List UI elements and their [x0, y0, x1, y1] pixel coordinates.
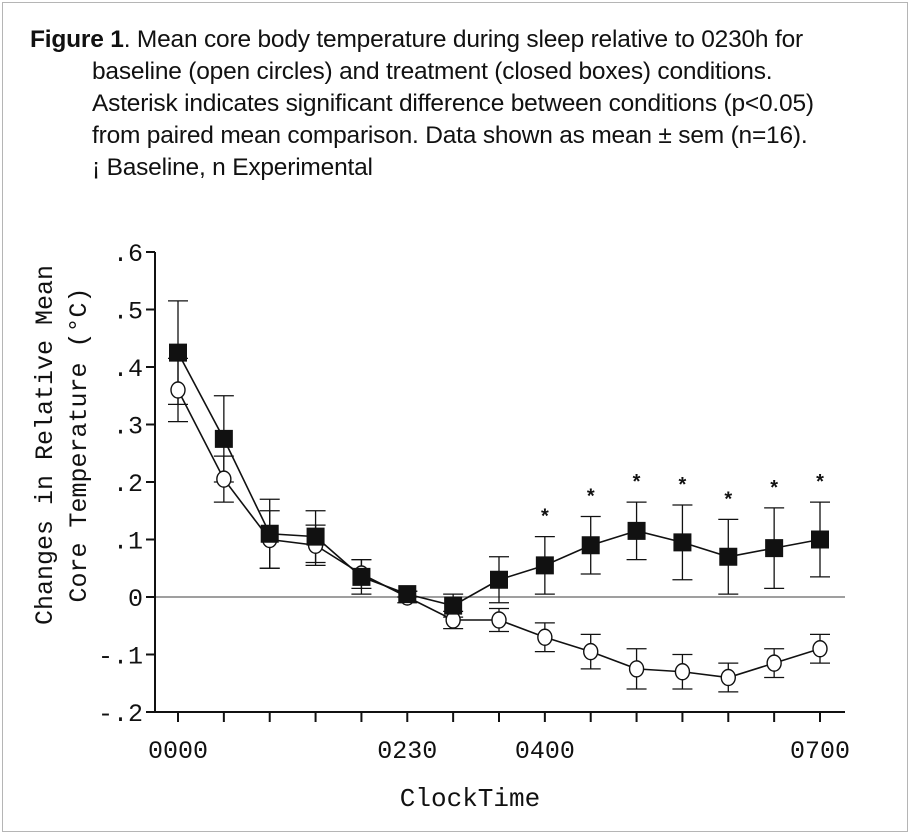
y-tick-label: -.2: [98, 700, 143, 729]
significance-asterisk: *: [541, 506, 549, 528]
baseline-point: [216, 470, 232, 488]
baseline-point: [674, 663, 691, 681]
caption-line-3: Asterisk indicates significant differenc…: [92, 90, 814, 117]
experimental-point: [398, 585, 417, 604]
experimental-point: [673, 533, 692, 552]
experimental-point: [581, 536, 600, 555]
y-tick-label: .6: [113, 240, 143, 269]
experimental-point: [490, 570, 508, 589]
significance-asterisk: *: [770, 477, 778, 499]
baseline-point: [170, 381, 186, 399]
significance-asterisk: *: [587, 486, 595, 508]
experimental-point: [444, 596, 463, 615]
x-tick-label: 0000: [148, 737, 208, 766]
caption-line-2: baseline (open circles) and treatment (c…: [92, 58, 773, 85]
caption-figure-label: Figure 1: [30, 26, 124, 53]
x-tick-label: 0700: [790, 737, 850, 766]
y-axis-label: Changes in Relative Mean Core Temperatur…: [31, 265, 94, 625]
caption-line-1: Figure 1. Mean core body temperature dur…: [30, 24, 890, 56]
experimental-point: [765, 539, 784, 558]
baseline-point: [628, 660, 645, 678]
y-tick-label: -.1: [98, 643, 143, 672]
baseline-point: [766, 654, 782, 672]
y-tick-label: .4: [113, 355, 143, 384]
axes: -.2 -.1 0 .1 .2 .3 .4 .5 .6 0000 0230 0400 0700: [98, 240, 850, 766]
baseline-point: [583, 642, 599, 661]
experimental-point: [306, 527, 325, 546]
experimental-point: [627, 521, 646, 540]
x-axis-label: ClockTime: [400, 784, 540, 814]
baseline-point: [537, 628, 553, 646]
experimental-point: [535, 556, 554, 575]
x-tick-label: 0230: [377, 737, 437, 766]
baseline-point: [491, 611, 507, 629]
caption-line-4: from paired mean comparison. Data shown …: [92, 122, 808, 149]
y-tick-label: .1: [113, 528, 143, 557]
significance-markers: * * * * * * *: [541, 471, 824, 528]
significance-asterisk: *: [679, 474, 687, 496]
baseline-point: [720, 668, 736, 687]
y-tick-label: 0: [128, 585, 143, 614]
y-axis-label-line-2: Core Temperature (°C): [65, 287, 94, 602]
experimental-point: [260, 524, 279, 543]
y-tick-label: .3: [113, 413, 143, 442]
series-markers: [169, 343, 829, 687]
y-axis-label-line-1: Changes in Relative Mean: [31, 265, 60, 625]
x-tick-label: 0400: [515, 737, 575, 766]
figure-caption: Figure 1. Mean core body temperature dur…: [30, 24, 890, 184]
experimental-point: [169, 343, 187, 362]
baseline-point: [812, 640, 828, 658]
experimental-point: [811, 530, 829, 549]
y-tick-label: .2: [113, 470, 143, 499]
y-tick-label: .5: [113, 298, 143, 327]
caption-line-1-text: . Mean core body temperature during slee…: [123, 26, 803, 53]
caption-line-5: ¡ Baseline, n Experimental: [92, 154, 373, 181]
experimental-point: [214, 429, 233, 448]
significance-asterisk: *: [816, 471, 824, 493]
significance-asterisk: *: [724, 488, 732, 510]
significance-asterisk: *: [633, 471, 641, 493]
experimental-point: [352, 567, 371, 586]
experimental-point: [719, 547, 738, 566]
